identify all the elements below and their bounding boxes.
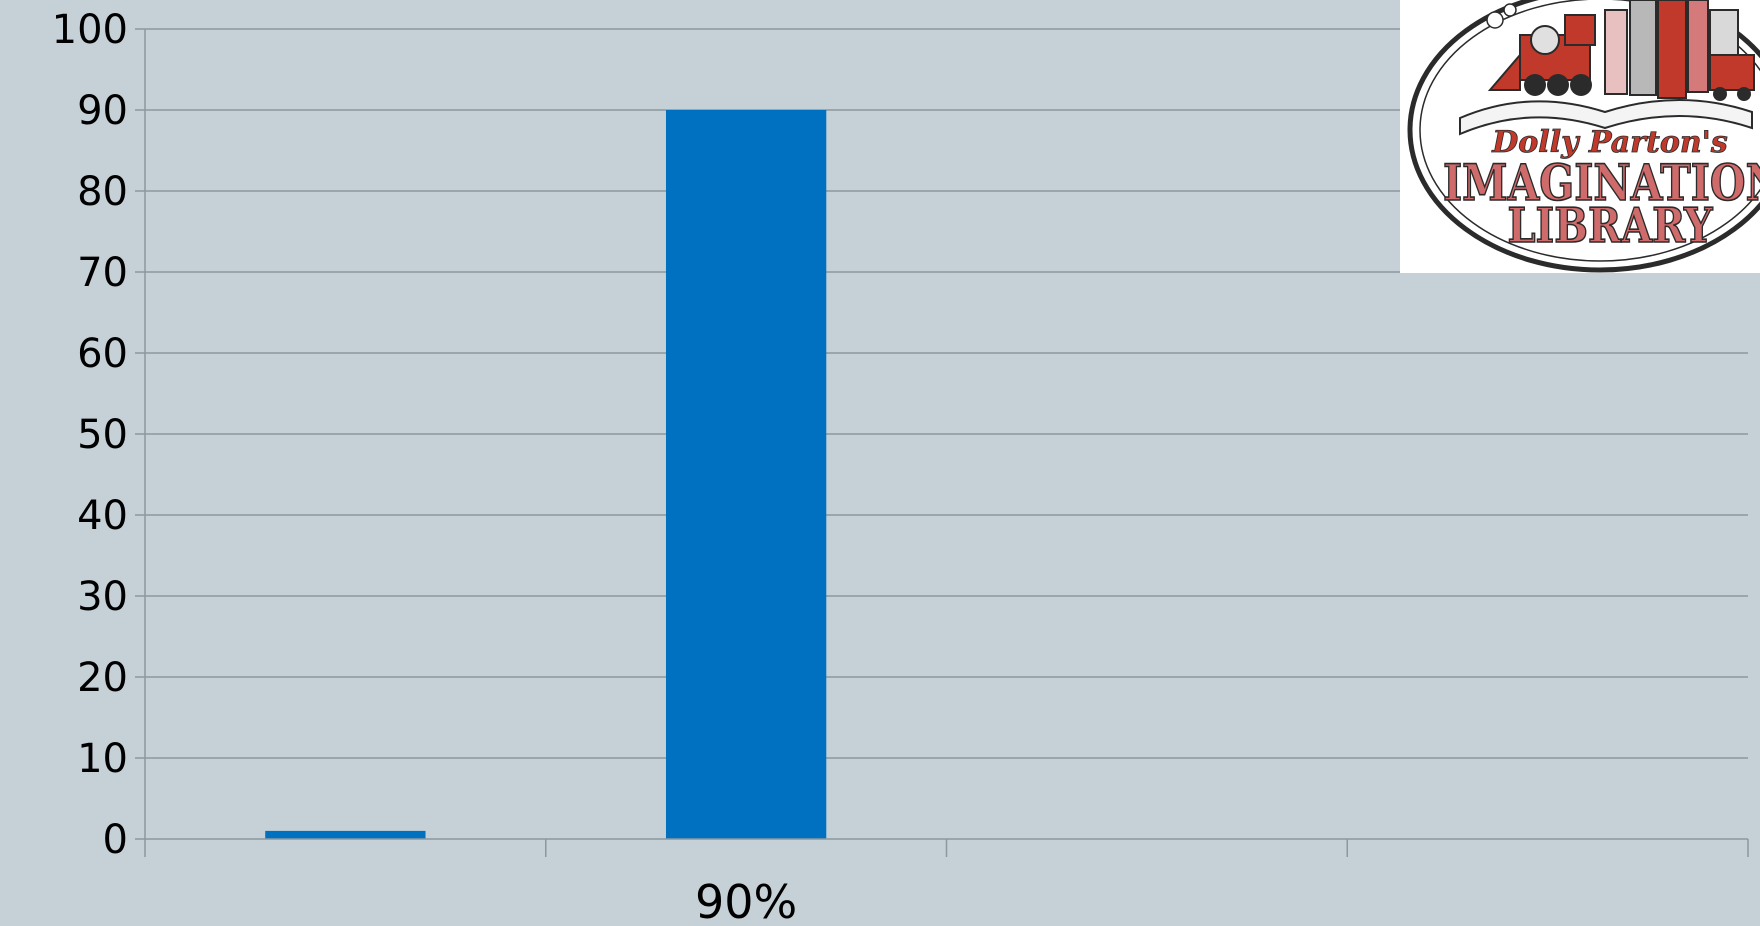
y-tick-label: 50 <box>77 412 128 458</box>
y-tick-label: 40 <box>77 493 128 539</box>
x-axis-labels: 90% <box>695 875 797 926</box>
y-tick-label: 10 <box>77 736 128 782</box>
y-tick-label: 20 <box>77 655 128 701</box>
y-tick-label: 30 <box>77 574 128 620</box>
y-tick-label: 70 <box>77 250 128 296</box>
bar <box>665 110 827 839</box>
imagination-library-logo: Dolly Parton's IMAGINATION LIBRARY <box>1400 0 1760 273</box>
bar <box>265 830 426 839</box>
y-tick-label: 80 <box>77 169 128 215</box>
logo-line1: IMAGINATION <box>1443 153 1760 212</box>
x-axis <box>144 838 1749 857</box>
y-axis-tick-labels: 0 10 20 30 40 50 60 70 80 90 100 <box>52 7 128 863</box>
y-tick-label: 0 <box>103 817 128 863</box>
y-tick-label: 100 <box>52 7 128 53</box>
y-tick-label: 90 <box>77 88 128 134</box>
logo-graphic: Dolly Parton's IMAGINATION LIBRARY <box>1407 0 1760 273</box>
logo-subtitle: Dolly Parton's <box>1491 125 1728 160</box>
y-tick-label: 60 <box>77 331 128 377</box>
logo-line2: LIBRARY <box>1508 198 1714 254</box>
bars <box>265 110 827 839</box>
x-category-label: 90% <box>695 875 797 926</box>
